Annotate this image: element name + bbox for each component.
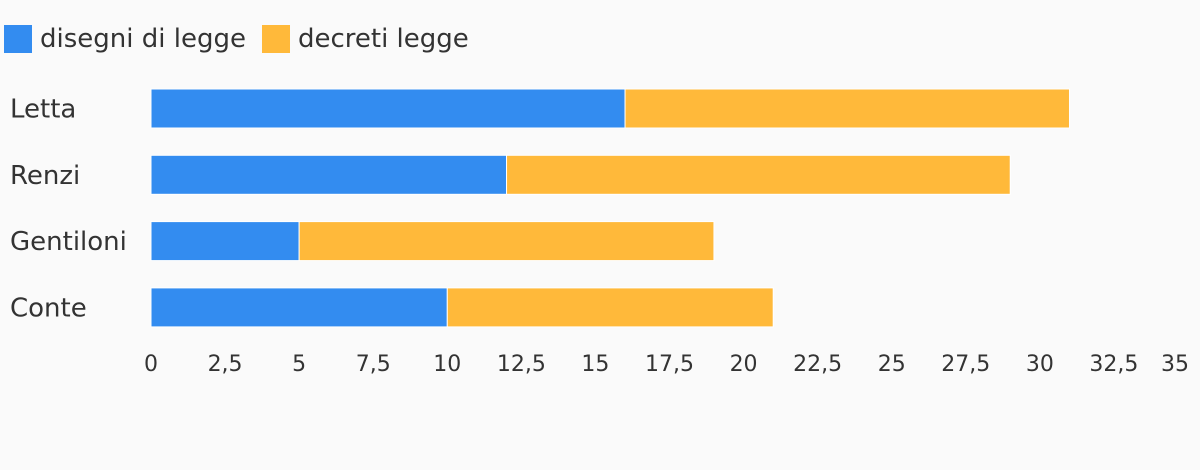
x-tick-label: 27,5 — [941, 352, 990, 377]
x-tick-label: 0 — [144, 352, 158, 377]
category-label-letta: Letta — [10, 95, 76, 125]
x-tick-label: 20 — [730, 352, 758, 377]
legend-swatch-disegni-di-legge — [4, 25, 32, 53]
x-tick-label: 25 — [878, 352, 906, 377]
x-tick-label: 2,5 — [208, 352, 243, 377]
bar-letta-series-1[interactable] — [624, 88, 1070, 129]
category-label-renzi: Renzi — [10, 161, 80, 191]
legend-item-disegni-di-legge[interactable]: disegni di legge — [4, 24, 246, 54]
x-tick-label: 5 — [292, 352, 306, 377]
legend-label-disegni-di-legge: disegni di legge — [40, 24, 246, 54]
legend: disegni di legge decreti legge — [4, 24, 485, 54]
legend-label-decreti-legge: decreti legge — [297, 24, 469, 54]
bar-conte-series-0[interactable] — [150, 287, 448, 328]
category-label-conte: Conte — [10, 293, 87, 323]
x-tick-label: 7,5 — [356, 352, 391, 377]
bar-gentiloni-series-0[interactable] — [150, 221, 300, 262]
bar-gentiloni-series-1[interactable] — [298, 221, 715, 262]
x-tick-label: 22,5 — [793, 352, 842, 377]
x-tick-label: 35 — [1161, 352, 1189, 377]
legend-item-decreti-legge[interactable]: decreti legge — [261, 24, 469, 54]
x-tick-label: 12,5 — [497, 352, 546, 377]
bar-letta-series-0[interactable] — [150, 88, 626, 129]
x-tick-label: 32,5 — [1089, 352, 1138, 377]
bar-renzi-series-1[interactable] — [506, 154, 1011, 195]
category-label-gentiloni: Gentiloni — [10, 227, 127, 257]
x-tick-label: 17,5 — [645, 352, 694, 377]
x-tick-label: 15 — [581, 352, 609, 377]
bar-renzi-series-0[interactable] — [150, 154, 508, 195]
bar-conte-series-1[interactable] — [446, 287, 774, 328]
x-tick-label: 10 — [433, 352, 461, 377]
x-tick-label: 30 — [1026, 352, 1054, 377]
legend-swatch-decreti-legge — [261, 25, 290, 53]
